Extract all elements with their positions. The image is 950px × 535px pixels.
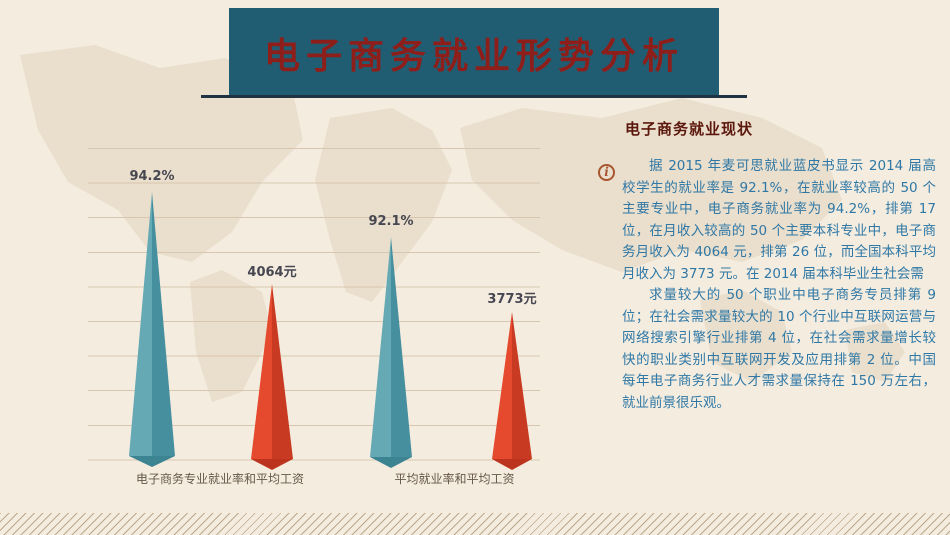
paragraph-1: 据 2015 年麦可思就业蓝皮书显示 2014 届高校学生的就业率是 92.1%… [622, 158, 936, 282]
panel-heading: 电子商务就业现状 [625, 120, 754, 138]
cone-base-shape [370, 457, 412, 468]
value-label-rate-national: 92.1% [368, 214, 414, 229]
cone-base-shape [129, 456, 175, 467]
cone-shape [370, 237, 412, 457]
bottom-hatch-strip [0, 513, 950, 535]
category-label-national-group: 平均就业率和平均工资 [394, 472, 515, 486]
spike-national-employment-rate [370, 237, 412, 468]
category-label-ecommerce-group: 电子商务专业就业率和平均工资 [135, 472, 304, 486]
title-bar: 电子商务就业形势分析 [229, 8, 719, 98]
value-label-salary-ecommerce: 4064元 [247, 265, 297, 280]
value-label-salary-national: 3773元 [487, 292, 537, 307]
page-title: 电子商务就业形势分析 [263, 35, 684, 77]
info-icon: i [598, 164, 615, 181]
spike-national-average-salary [492, 312, 532, 470]
paragraph-2: 求量较大的 50 个职业中电子商务专员排第 9 位；在社会需求量较大的 10 个… [622, 287, 936, 411]
cone-shape [251, 284, 293, 459]
cone-base-shape [251, 459, 293, 470]
spike-ecommerce-average-salary [251, 284, 293, 470]
cone-shape [129, 192, 175, 456]
cone-shape [492, 312, 532, 459]
spike-ecommerce-employment-rate [129, 192, 175, 467]
value-label-rate-ecommerce: 94.2% [129, 169, 175, 184]
panel-body-text: 据 2015 年麦可思就业蓝皮书显示 2014 届高校学生的就业率是 92.1%… [622, 156, 936, 414]
cone-base-shape [492, 459, 532, 470]
title-underline [201, 95, 747, 98]
